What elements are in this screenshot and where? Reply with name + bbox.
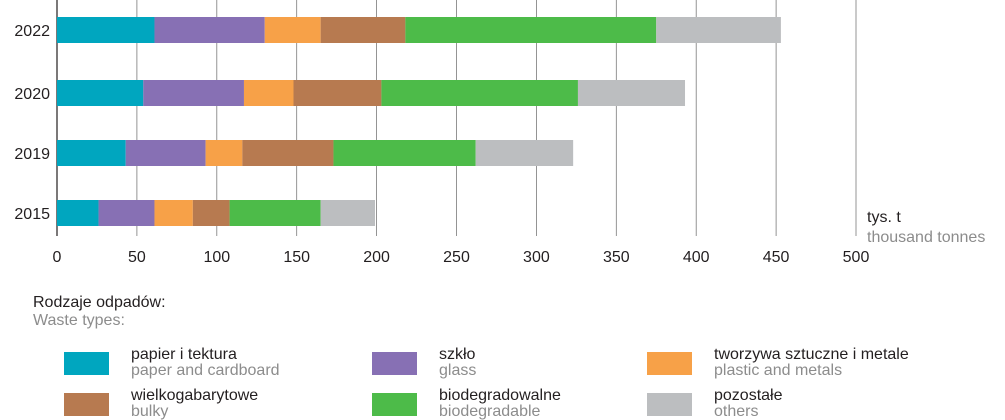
x-tick-label: 150 [283,249,310,266]
x-tick-label: 450 [763,249,790,266]
category-label: 2019 [14,146,50,163]
legend-title-en: Waste types: [33,312,125,329]
x-tick-labels: 0 50 100 150 200 250 300 350 400 450 500 [53,249,870,266]
bar-segment [320,17,406,43]
legend-label-en: biodegradable [439,403,541,420]
bar-segment [333,140,476,166]
bar-segment [320,200,376,226]
x-tick-label: 0 [53,249,62,266]
bar-segment [405,17,657,43]
bar-segment [381,80,578,106]
bar-segment [98,200,155,226]
legend-item: tworzywa sztuczne i metale plastic and me… [647,347,909,379]
bar-segment [57,200,99,226]
legend-swatch [64,351,109,375]
category-label: 2020 [14,86,50,103]
legend-swatch [64,392,109,416]
legend-swatch [647,392,692,416]
x-tick-label: 250 [443,249,470,266]
bar-segment [57,17,155,43]
category-label: 2015 [14,206,50,223]
bar-segment [125,140,206,166]
x-tick-label: 400 [683,249,710,266]
bar-segment [475,140,574,166]
legend-label: wielkogabarytowe bulky [131,388,258,420]
bar-segment [242,140,334,166]
bar-segment [656,17,781,43]
legend-swatch [372,392,417,416]
legend-label: szkło glass [439,347,476,379]
legend-item: pozostałe others [647,388,783,420]
category-labels: 2022 2020 2019 2015 [14,23,50,223]
legend-item: biodegradowalne biodegradable [372,388,561,420]
bar-segment [229,200,321,226]
legend-label-en: plastic and metals [714,362,843,379]
bar-segment [293,80,382,106]
legend-item: szkło glass [372,347,476,379]
legend-item: wielkogabarytowe bulky [64,388,258,420]
bar-segment [57,80,144,106]
stacked-bar-chart: 0 50 100 150 200 250 300 350 400 450 500 202220202… [14,0,985,266]
bar-segment [57,140,126,166]
x-axis-unit-label-en: thousand tonnes [867,229,985,246]
x-axis-unit-label: tys. t [867,209,901,226]
legend-item: papier i tektura paper and cardboard [64,347,280,379]
legend-swatch [647,351,692,375]
bar-segment [243,80,294,106]
legend-label-pl: wielkogabarytowe [131,387,259,404]
legend-title: Rodzaje odpadów: Waste types: [33,294,166,330]
legend-label-en: others [714,403,759,420]
bar-segment [154,17,265,43]
x-tick-label: 50 [128,249,146,266]
bar-segment [264,17,321,43]
x-tick-label: 300 [523,249,550,266]
legend-label-en: bulky [131,403,169,420]
bar-segment [577,80,686,106]
legend-swatch [372,351,417,375]
legend-label: papier i tektura paper and cardboard [131,347,280,379]
x-tick-label: 100 [203,249,230,266]
bar-segment [154,200,193,226]
legend-label-en: paper and cardboard [131,362,280,379]
legend-label-pl: pozostałe [714,387,783,404]
bars [57,17,781,226]
legend-label: tworzywa sztuczne i metale plastic and me… [714,347,909,379]
legend-label: biodegradowalne biodegradable [439,388,561,420]
legend-label-en: glass [439,362,477,379]
legend-label-pl: szkło [439,346,476,363]
legend-label: pozostałe others [714,388,783,420]
bar-segment [143,80,244,106]
legend-label-pl: biodegradowalne [439,387,561,404]
x-tick-label: 350 [603,249,630,266]
bar-segment [192,200,230,226]
x-tick-label: 200 [363,249,390,266]
legend-title-pl: Rodzaje odpadów: [33,294,166,311]
x-tick-label: 500 [843,249,870,266]
bar-segment [205,140,243,166]
legend-label-pl: papier i tektura [131,346,237,363]
category-label: 2022 [14,23,50,40]
legend-label-pl: tworzywa sztuczne i metale [714,346,909,363]
